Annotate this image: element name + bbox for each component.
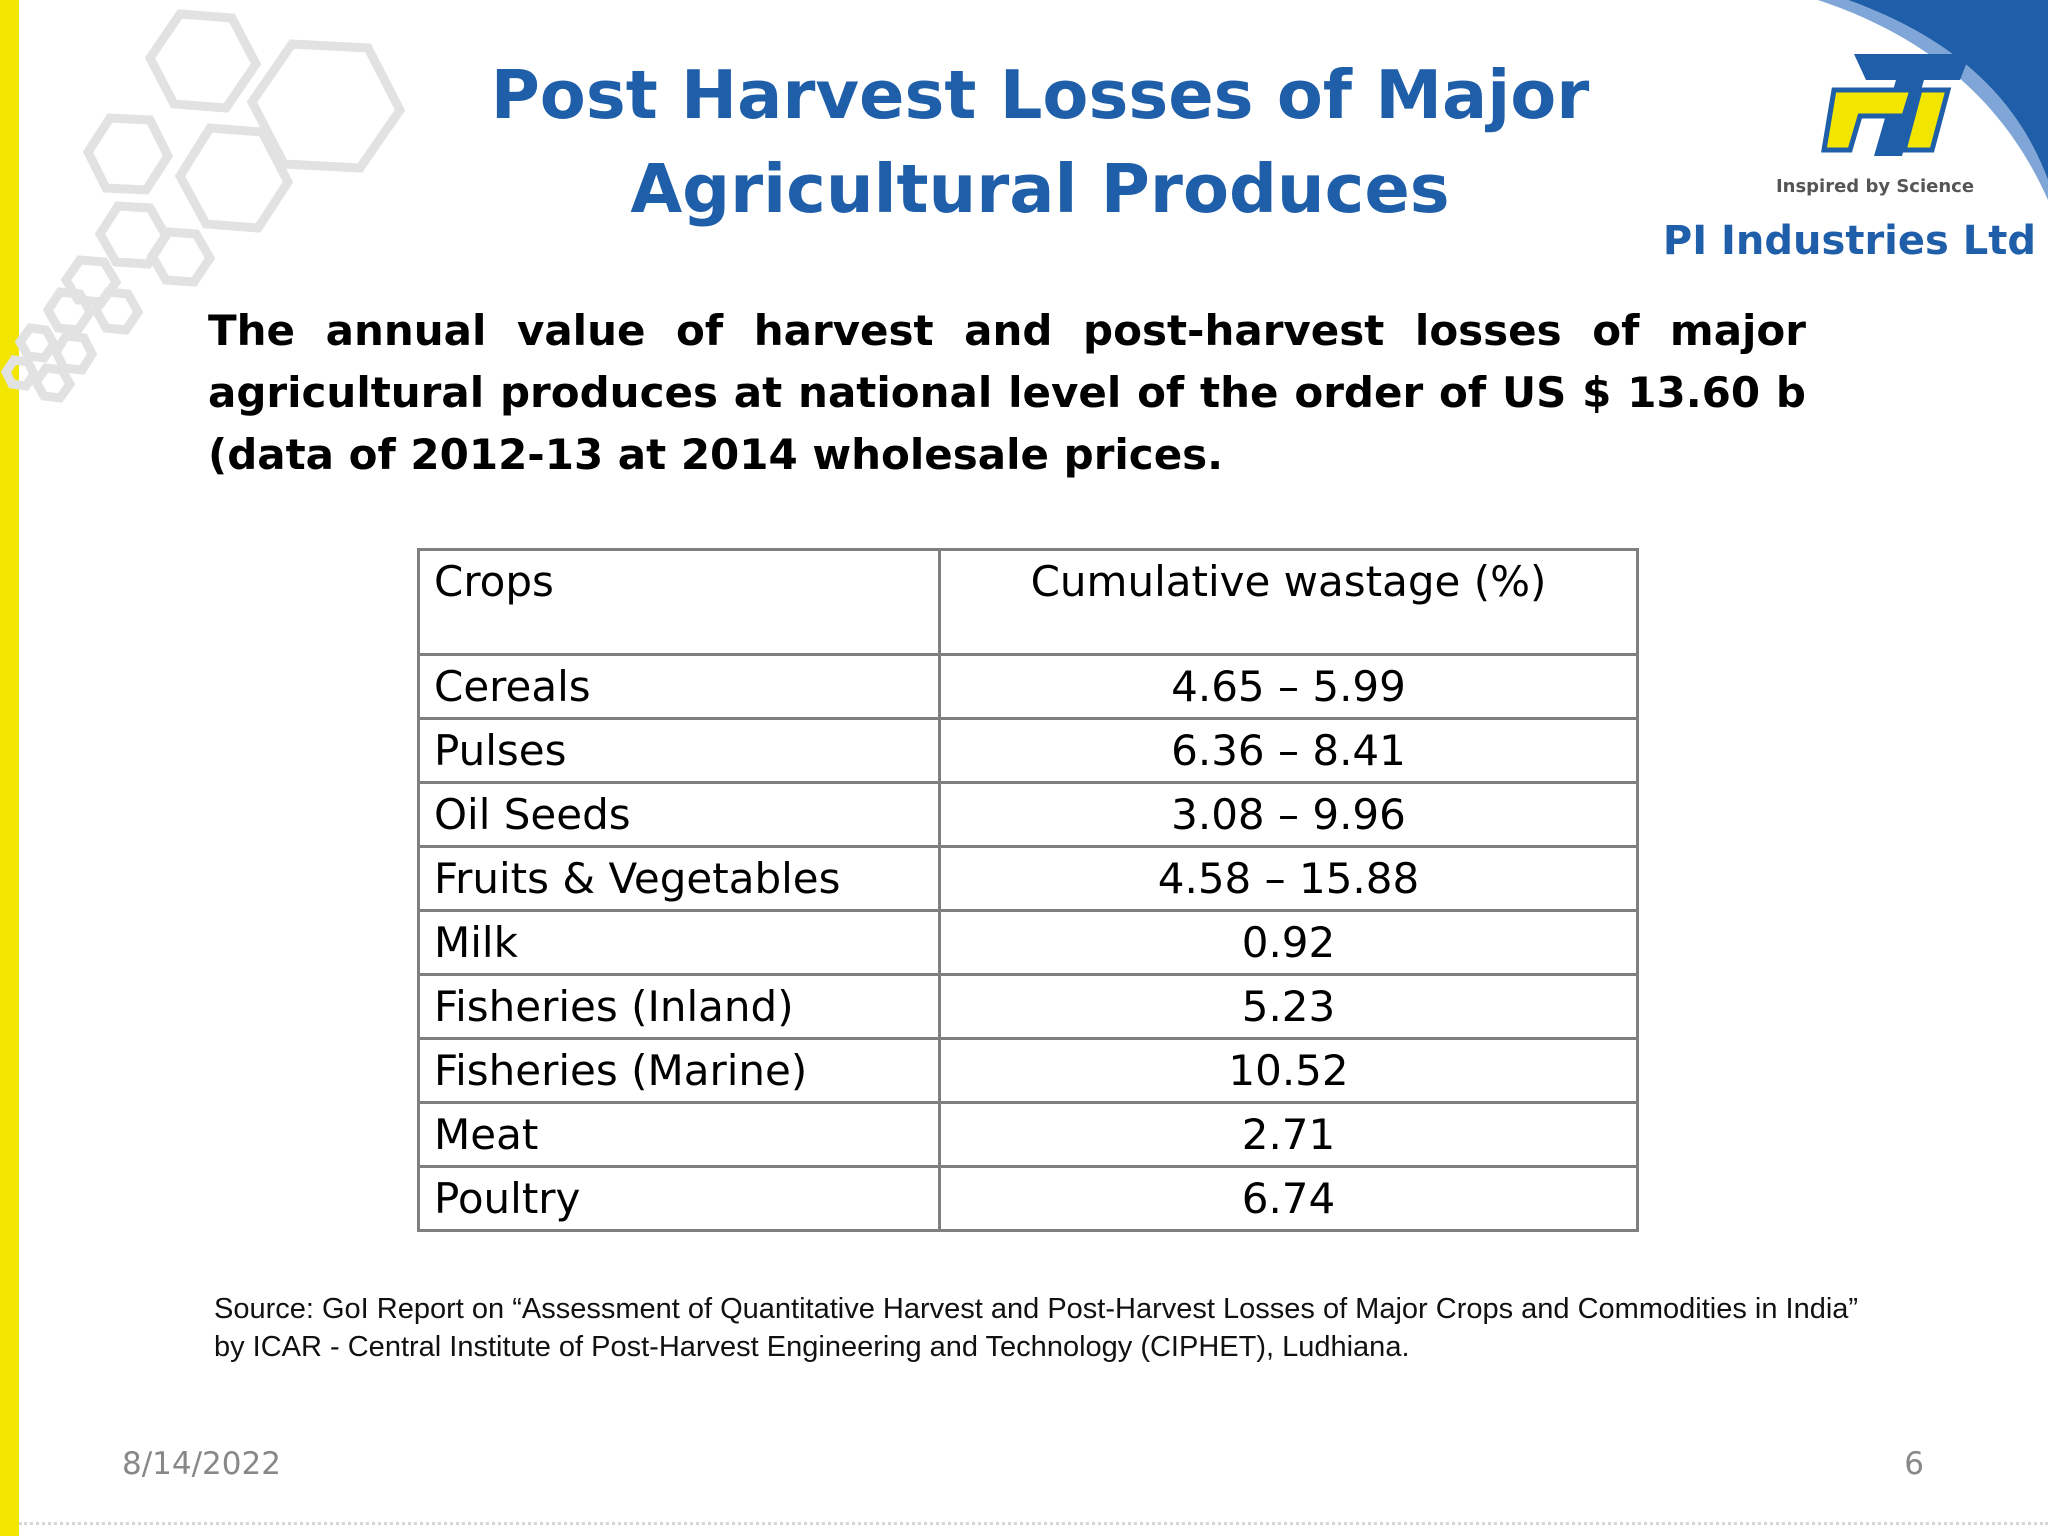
tagline: Inspired by Science bbox=[1775, 176, 1975, 197]
wastage-cell: 4.65 – 5.99 bbox=[938, 653, 1639, 720]
title-line-1: Post Harvest Losses of Major bbox=[490, 56, 1590, 134]
company-name: PI Industries Ltd bbox=[1662, 218, 2036, 264]
table-row: Fisheries (Marine) 10.52 bbox=[417, 1037, 1639, 1104]
wastage-cell: 2.71 bbox=[938, 1101, 1639, 1168]
wastage-cell: 6.36 – 8.41 bbox=[938, 717, 1639, 784]
crop-cell: Fruits & Vegetables bbox=[417, 845, 941, 912]
header-crops: Crops bbox=[417, 548, 941, 656]
wastage-cell: 10.52 bbox=[938, 1037, 1639, 1104]
page-number: 6 bbox=[1904, 1446, 1924, 1482]
table-row: Pulses 6.36 – 8.41 bbox=[417, 717, 1639, 784]
table-row: Fisheries (Inland) 5.23 bbox=[417, 973, 1639, 1040]
wastage-cell: 5.23 bbox=[938, 973, 1639, 1040]
table-row: Cereals 4.65 – 5.99 bbox=[417, 653, 1639, 720]
crop-cell: Poultry bbox=[417, 1165, 941, 1232]
table-row: Milk 0.92 bbox=[417, 909, 1639, 976]
crop-cell: Cereals bbox=[417, 653, 941, 720]
lead-paragraph: The annual value of harvest and post-har… bbox=[208, 306, 1806, 479]
crop-cell: Fisheries (Inland) bbox=[417, 973, 941, 1040]
header-cumulative-wastage: Cumulative wastage (%) bbox=[938, 548, 1639, 656]
table-row: Fruits & Vegetables 4.58 – 15.88 bbox=[417, 845, 1639, 912]
bottom-dotted-border bbox=[19, 1522, 2048, 1525]
wastage-cell: 3.08 – 9.96 bbox=[938, 781, 1639, 848]
crop-cell: Milk bbox=[417, 909, 941, 976]
table-row: Oil Seeds 3.08 – 9.96 bbox=[417, 781, 1639, 848]
footer-date: 8/14/2022 bbox=[122, 1446, 281, 1482]
wastage-cell: 6.74 bbox=[938, 1165, 1639, 1232]
wastage-cell: 4.58 – 15.88 bbox=[938, 845, 1639, 912]
wastage-cell: 0.92 bbox=[938, 909, 1639, 976]
source-citation: Source: GoI Report on “Assessment of Qua… bbox=[214, 1293, 1859, 1363]
table-header-row: Crops Cumulative wastage (%) bbox=[417, 548, 1639, 656]
title-line-2: Agricultural Produces bbox=[630, 150, 1450, 228]
crop-cell: Fisheries (Marine) bbox=[417, 1037, 941, 1104]
pi-logo-icon bbox=[1821, 54, 1970, 156]
wastage-table: Crops Cumulative wastage (%) Cereals 4.6… bbox=[417, 548, 1639, 1232]
hexagon-pattern-decoration bbox=[0, 9, 406, 403]
table-row: Poultry 6.74 bbox=[417, 1165, 1639, 1232]
crop-cell: Meat bbox=[417, 1101, 941, 1168]
table-row: Meat 2.71 bbox=[417, 1101, 1639, 1168]
crop-cell: Pulses bbox=[417, 717, 941, 784]
corner-swoosh-decoration bbox=[1818, 0, 2048, 200]
slide-title: Post Harvest Losses of Major Agricultura… bbox=[440, 48, 1640, 236]
crop-cell: Oil Seeds bbox=[417, 781, 941, 848]
